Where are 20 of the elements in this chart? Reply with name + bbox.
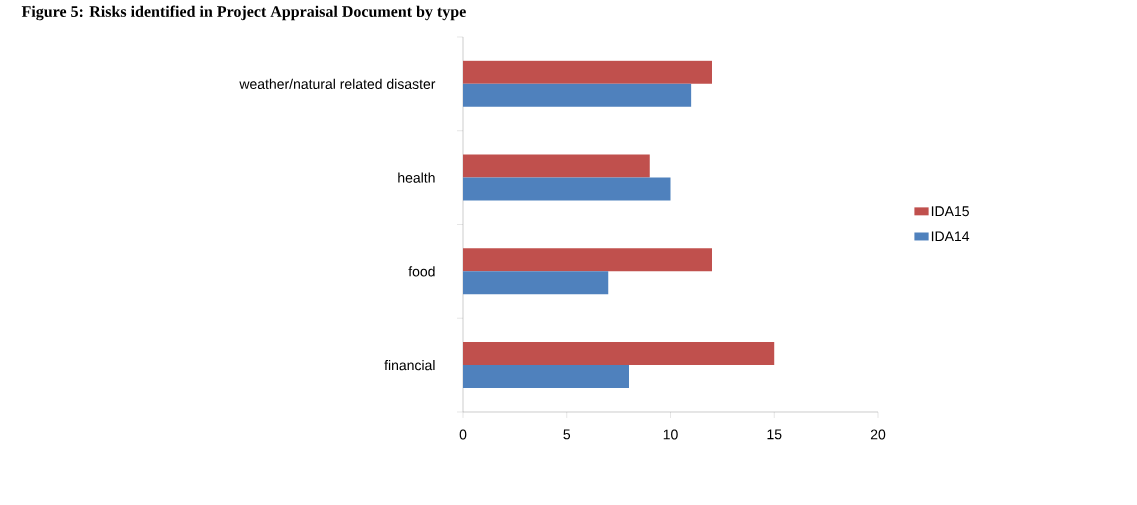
x-tick-label: 0 bbox=[459, 429, 467, 440]
x-tick-label: 10 bbox=[663, 429, 678, 440]
bar bbox=[463, 365, 630, 389]
y-tick-label: weather/natural related disaster bbox=[239, 78, 436, 90]
bar bbox=[463, 154, 650, 178]
x-tick-label: 5 bbox=[563, 429, 571, 440]
bar bbox=[463, 83, 692, 107]
bar bbox=[463, 60, 712, 84]
y-tick-label: health bbox=[398, 172, 435, 183]
y-tick-label: financial bbox=[384, 359, 435, 371]
bar bbox=[463, 248, 712, 272]
text: Figure 5: Risks identified in Project Appraisal Document by type bbox=[21, 5, 466, 21]
y-tick-label: food bbox=[408, 266, 435, 277]
legend-label: IDA14 bbox=[931, 231, 970, 242]
bar bbox=[463, 177, 671, 201]
legend-label: IDA15 bbox=[931, 206, 969, 217]
x-tick-label: 20 bbox=[870, 429, 886, 440]
bar bbox=[463, 271, 609, 295]
bar bbox=[463, 342, 775, 366]
x-tick-label: 15 bbox=[767, 429, 782, 440]
